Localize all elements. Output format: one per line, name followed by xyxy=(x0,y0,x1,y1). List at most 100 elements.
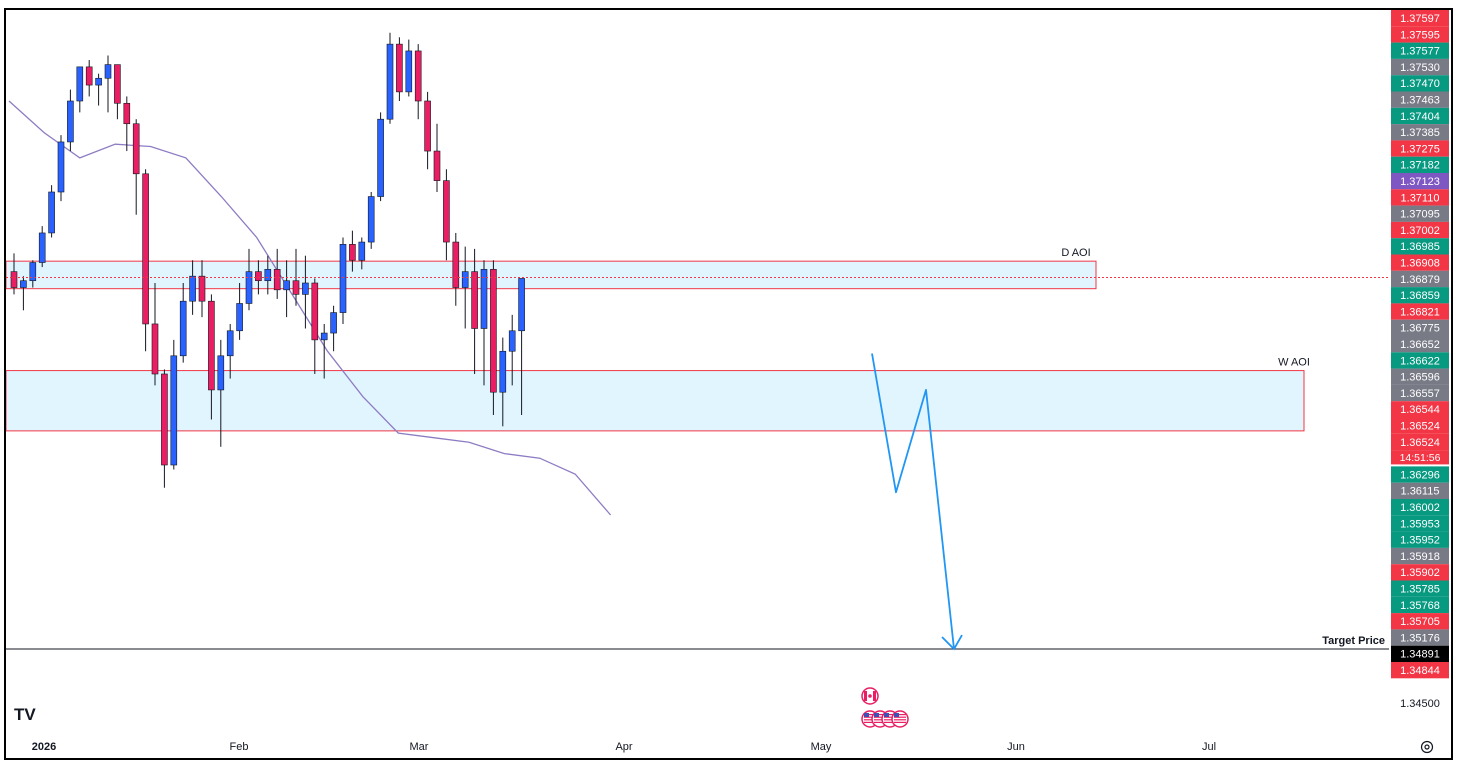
price-label-bg xyxy=(1391,124,1449,141)
candle xyxy=(20,276,27,311)
price-label-text: 1.37275 xyxy=(1400,143,1440,155)
price-label-bg xyxy=(1391,270,1449,288)
candle-up-body xyxy=(264,269,272,282)
aoi-zone-label: D AOI xyxy=(1061,247,1090,259)
price-label: 1.36652 xyxy=(1391,336,1449,353)
candle xyxy=(10,253,18,295)
candle xyxy=(377,112,384,202)
candle-up-body xyxy=(20,280,27,288)
price-label-bg xyxy=(1391,173,1449,190)
candle xyxy=(38,226,46,268)
candle xyxy=(114,64,121,120)
aoi-zone xyxy=(6,370,1305,432)
price-label-text: 1.37404 xyxy=(1400,111,1440,123)
candle xyxy=(386,32,394,124)
us-flag-stripe xyxy=(894,716,906,718)
price-label: 1.37595 xyxy=(1391,26,1449,43)
candle-up-body xyxy=(245,271,253,304)
price-label-text: 1.36652 xyxy=(1400,339,1440,351)
price-label-text: 1.37110 xyxy=(1401,192,1440,204)
candle xyxy=(142,169,149,352)
time-label: May xyxy=(811,741,832,753)
candle-up-body xyxy=(38,232,46,263)
price-label: 1.36544 xyxy=(1391,401,1449,418)
price-label-text: 1.36821 xyxy=(1400,306,1440,318)
candle-up-body xyxy=(170,355,178,466)
price-label: 1.36524 14:51:56 xyxy=(1391,433,1449,465)
candle-up-body xyxy=(283,280,290,291)
price-label: 1.35953 xyxy=(1391,515,1449,532)
us-flag-canton xyxy=(894,713,899,717)
candle-down-body xyxy=(414,50,422,102)
price-axis: 1.37597 1.37595 1.37577 1.37530 1.37470 1.374… xyxy=(1391,10,1449,710)
price-label-bg xyxy=(1391,303,1449,320)
price-label-bg xyxy=(1391,107,1449,125)
price-label: 1.35952 xyxy=(1391,531,1449,548)
misc-layer: TV xyxy=(14,687,1434,754)
candle xyxy=(179,283,187,363)
candle-down-body xyxy=(452,241,460,288)
price-label-text: 1.34844 xyxy=(1400,665,1440,677)
price-label-bg xyxy=(1391,401,1449,418)
candle-up-body xyxy=(189,275,196,302)
price-label-text: 1.36002 xyxy=(1400,502,1440,514)
price-label-bg xyxy=(1391,352,1449,369)
price-label: 1.35918 xyxy=(1391,547,1449,565)
candles-layer xyxy=(10,32,525,488)
us-flag-stripe xyxy=(894,721,906,723)
us-flag-stripe xyxy=(884,714,896,716)
candle xyxy=(405,39,413,97)
price-label: 1.37095 xyxy=(1391,205,1449,222)
settings-gear-icon[interactable] xyxy=(1420,740,1434,754)
candle-up-body xyxy=(226,330,234,357)
price-label-text: 1.36879 xyxy=(1400,274,1440,286)
price-label-text: 1.35176 xyxy=(1400,632,1440,644)
price-label-bg xyxy=(1391,336,1449,353)
candle-down-body xyxy=(10,271,18,288)
candle xyxy=(236,283,243,340)
price-label: 1.36524 xyxy=(1391,417,1449,434)
candle xyxy=(443,169,450,261)
price-label-bg xyxy=(1391,531,1449,548)
price-label-bg xyxy=(1391,368,1449,385)
price-label: 1.36596 xyxy=(1391,368,1449,385)
time-label: Feb xyxy=(230,741,249,753)
candle-down-body xyxy=(396,43,403,93)
candle xyxy=(48,185,55,238)
candle-down-body xyxy=(471,271,478,329)
candle-down-body xyxy=(198,275,206,302)
canada-flag-bar-right xyxy=(873,691,876,701)
candle-up-body xyxy=(67,100,74,143)
candle xyxy=(302,255,309,329)
price-label: 1.36908 xyxy=(1391,254,1449,271)
price-tick-label: 1.34500 xyxy=(1400,698,1440,710)
candle xyxy=(161,369,168,488)
candle xyxy=(330,305,337,352)
price-label: 1.37463 xyxy=(1391,91,1449,108)
price-label-text: 1.35918 xyxy=(1400,551,1440,563)
candle xyxy=(217,339,225,447)
price-label-text: 1.35953 xyxy=(1400,518,1440,530)
candle-down-body xyxy=(255,271,262,282)
candle-down-body xyxy=(311,282,319,341)
price-label-bg xyxy=(1391,254,1449,271)
candle xyxy=(490,260,497,415)
price-label-text: 1.37123 xyxy=(1400,176,1440,188)
price-label-bg xyxy=(1391,580,1449,597)
price-label: 1.35768 xyxy=(1391,596,1449,614)
candle xyxy=(283,260,290,318)
us-flag-canton xyxy=(864,713,869,717)
time-label: Apr xyxy=(615,741,632,753)
price-label-text: 1.37463 xyxy=(1400,95,1440,107)
candle-up-body xyxy=(302,282,309,295)
time-axis: 2026 Feb Mar Apr May Jun Jul xyxy=(32,741,1216,753)
price-label-text: 1.36115 xyxy=(1401,486,1440,498)
price-label-bg xyxy=(1391,515,1449,532)
price-label-bg xyxy=(1391,629,1449,646)
candle xyxy=(414,44,422,120)
candle-up-body xyxy=(217,355,225,391)
candle-up-body xyxy=(339,244,347,313)
candle xyxy=(424,91,431,170)
price-label-bg xyxy=(1391,482,1449,499)
